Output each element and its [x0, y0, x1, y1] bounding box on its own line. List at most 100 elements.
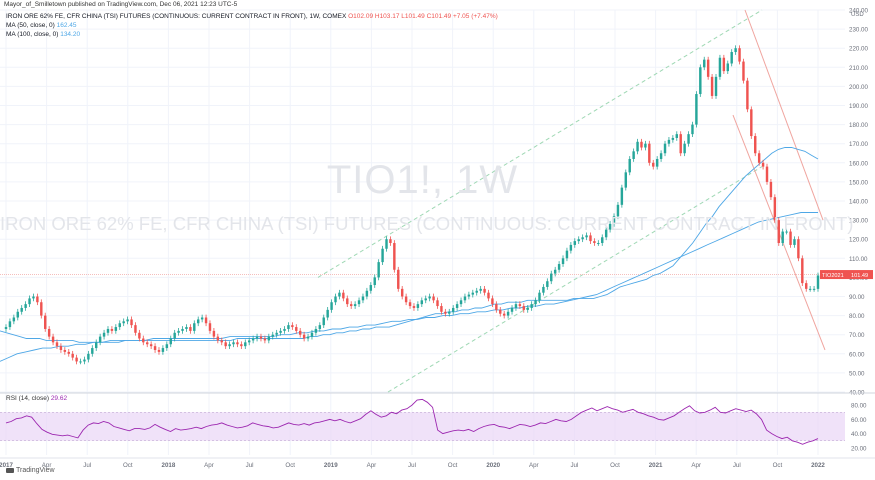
candle-body [510, 307, 514, 312]
candle-body [573, 241, 577, 245]
time-tick-label: Apr [691, 462, 701, 469]
candle-body [220, 340, 223, 343]
candle-body [283, 328, 286, 331]
candle-body [777, 220, 780, 244]
candle-body [652, 162, 655, 167]
candle-body [44, 315, 47, 329]
candle-body [667, 139, 671, 144]
rsi-tick-label: 60.00 [851, 417, 867, 424]
candle-body [314, 328, 318, 333]
candle-body [232, 342, 235, 345]
candle-body [424, 298, 427, 301]
price-tick-label: 150.00 [849, 179, 868, 186]
time-tick-label: Apr [367, 462, 377, 469]
candle-body [499, 309, 502, 314]
price-tick-label: 220.00 [849, 46, 868, 53]
candle-body [322, 317, 325, 326]
symbol-price-tag-text: TIO2021 [822, 273, 844, 279]
price-tick-label: 120.00 [849, 237, 868, 244]
ma100-value: 134.20 [60, 31, 81, 38]
candle-body [601, 237, 604, 244]
candle-body [185, 327, 188, 329]
candle-body [4, 327, 8, 329]
candle-body [538, 292, 541, 301]
legend-ma50-row: MA (50, close, 0) 162.45 [6, 21, 498, 30]
legend-low: L101.49 [401, 13, 425, 20]
rsi-tick-label: 20.00 [851, 445, 867, 452]
time-tick-label: 2022 [811, 462, 825, 469]
symbol-price-tag [820, 270, 849, 280]
time-axis[interactable]: 2017 Apr Jul Oct 2018 Apr Jul Oct 2019 Apr Jul Oct 2… [0, 457, 875, 469]
candle-body [32, 296, 35, 299]
price-tick-label: 80.00 [849, 313, 865, 320]
candle-body [636, 141, 639, 152]
candle-body [557, 264, 561, 270]
price-tick-label: 230.00 [849, 27, 868, 34]
time-tick-label: Jul [733, 462, 741, 469]
candle-body [118, 323, 121, 328]
candle-body [334, 296, 337, 303]
candle-body [420, 300, 424, 305]
candle-body [546, 281, 549, 287]
candle-body [146, 342, 149, 345]
price-tick-label: 160.00 [849, 160, 868, 167]
candle-body [240, 344, 243, 347]
candle-body [706, 59, 710, 77]
candle-body [204, 317, 208, 324]
tradingview-icon [6, 467, 14, 473]
rsi-pane: 20.00 40.00 60.00 80.00 [0, 392, 875, 452]
candle-body [781, 231, 784, 244]
candle-body [483, 288, 486, 293]
candle-body [189, 327, 192, 331]
moving-averages [0, 147, 819, 362]
candle-body [275, 332, 278, 335]
candle-body [502, 313, 506, 316]
candle-body [389, 239, 392, 244]
price-axis[interactable]: 40.0050.0060.0070.0080.0090.00100.00110.… [820, 0, 875, 480]
candle-body [291, 325, 294, 328]
candle-body [581, 237, 584, 240]
candle-body [734, 48, 737, 53]
candle-body [432, 296, 435, 301]
time-tick-label: 2017 [0, 462, 13, 469]
candle-body [216, 336, 220, 341]
candle-body [495, 304, 498, 310]
candle-body [177, 330, 180, 333]
price-tick-label: 170.00 [849, 141, 868, 148]
time-tick-label: 2019 [324, 462, 338, 469]
time-tick-label: Oct [773, 462, 783, 469]
candle-body [491, 298, 494, 305]
tradingview-logo: TradingView [6, 467, 55, 474]
uptrend-channel-upper [317, 9, 763, 278]
candle-body [36, 296, 39, 303]
candle-body [624, 172, 628, 188]
candle-body [12, 317, 16, 322]
candle-body [28, 298, 31, 305]
candle-body [436, 300, 439, 307]
price-tick-label: 130.00 [849, 218, 868, 225]
rsi-value: 29.62 [50, 395, 68, 402]
candle-body [703, 59, 706, 68]
candle-body [16, 311, 19, 318]
time-tick-label: Apr [204, 462, 214, 469]
candle-body [361, 296, 365, 301]
candle-body [659, 153, 663, 159]
candle-body [467, 294, 471, 297]
candle-body [91, 348, 94, 354]
candle-body [679, 134, 682, 154]
price-tick-label: 200.00 [849, 84, 868, 91]
candle-body [381, 248, 384, 263]
candle-body [710, 76, 714, 96]
candle-body [71, 353, 74, 358]
candle-body [342, 292, 345, 299]
candle-body [95, 342, 98, 349]
candle-body [79, 361, 82, 363]
rsi-band [0, 412, 845, 441]
candle-body [8, 321, 12, 328]
candle-body [153, 346, 157, 350]
price-tick-label: 190.00 [849, 103, 868, 110]
price-grid [0, 9, 845, 455]
time-tick-label: 2021 [649, 462, 663, 469]
candle-body [130, 319, 133, 326]
